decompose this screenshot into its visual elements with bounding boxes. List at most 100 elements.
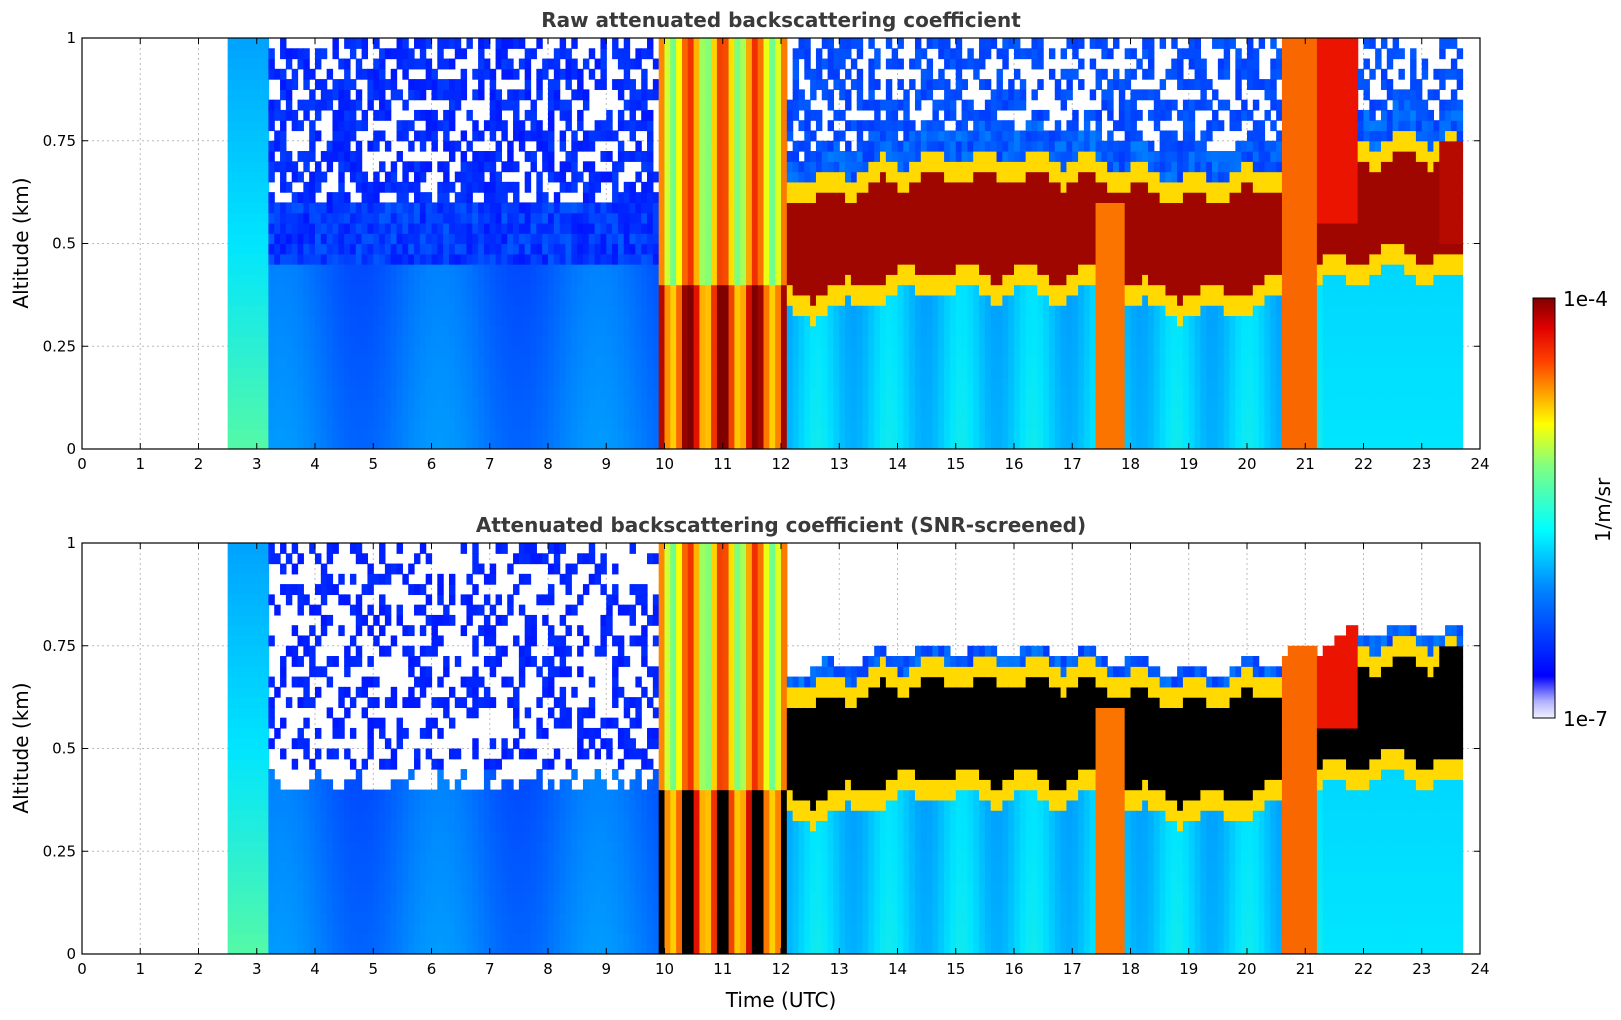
heatmap-cell [681, 233, 689, 245]
heatmap-cell [431, 418, 438, 430]
heatmap-cell [431, 79, 438, 90]
heatmap-cell [734, 243, 741, 255]
heatmap-cell [280, 120, 287, 132]
heatmap-cell [850, 366, 858, 378]
heatmap-cell [1037, 356, 1044, 368]
heatmap-cell [495, 346, 502, 358]
heatmap-cell [635, 284, 642, 296]
heatmap-cell [355, 264, 363, 275]
heatmap-cell [315, 335, 322, 347]
heatmap-cell [1025, 243, 1033, 255]
heatmap-cell [489, 202, 497, 214]
heatmap-cell [728, 346, 735, 358]
heatmap-cell [419, 89, 427, 101]
heatmap-cell [827, 151, 835, 162]
heatmap-cell [839, 356, 846, 368]
heatmap-cell [949, 99, 957, 111]
heatmap-cell [955, 161, 963, 173]
heatmap-cell [291, 171, 299, 183]
heatmap-cell [687, 38, 695, 49]
heatmap-cell [629, 356, 636, 368]
heatmap-cell [268, 264, 275, 275]
heatmap-cell [833, 202, 840, 214]
heatmap-cell [821, 233, 829, 245]
heatmap-cell [827, 356, 835, 368]
heatmap-cell [996, 130, 1003, 142]
heatmap-cell [419, 264, 427, 275]
heatmap-cell [909, 325, 916, 337]
heatmap-cell [687, 109, 695, 121]
heatmap-cell [687, 58, 695, 70]
heatmap-cell [425, 202, 433, 214]
heatmap-cell [880, 284, 887, 296]
heatmap-cell [425, 438, 433, 449]
heatmap-cell [856, 397, 864, 409]
heatmap-cell [845, 325, 852, 337]
heatmap-cell [909, 294, 916, 306]
heatmap-cell [600, 222, 607, 234]
heatmap-cell [466, 397, 473, 409]
heatmap-cell [850, 315, 858, 327]
heatmap-cell [338, 428, 345, 440]
heatmap-cell [443, 243, 450, 255]
heatmap-cell [507, 407, 514, 419]
heatmap-cell [681, 222, 689, 234]
heatmap-cell [670, 346, 677, 358]
heatmap-cell [349, 335, 357, 347]
heatmap-cell [396, 253, 403, 265]
heatmap-cell [920, 181, 928, 193]
heatmap-cell [419, 366, 427, 378]
heatmap-cell [408, 377, 415, 388]
heatmap-cell [1002, 284, 1009, 296]
heatmap-cell [507, 274, 514, 286]
heatmap-cell [548, 397, 555, 409]
heatmap-cell [495, 284, 502, 296]
heatmap-cell [1019, 140, 1027, 152]
heatmap-cell [612, 366, 619, 378]
heatmap-cell [751, 284, 759, 296]
heatmap-cell [891, 305, 899, 317]
heatmap-cell [384, 253, 392, 265]
heatmap-cell [489, 79, 497, 90]
heatmap-cell [332, 274, 339, 286]
heatmap-cell [536, 79, 543, 90]
heatmap-cell [454, 171, 462, 183]
heatmap-cell [676, 99, 683, 111]
heatmap-cell [734, 48, 741, 60]
heatmap-cell [571, 181, 578, 193]
heatmap-cell [1002, 274, 1009, 286]
heatmap-cell [437, 222, 444, 234]
heatmap-cell [635, 428, 642, 440]
heatmap-cell [431, 233, 438, 245]
heatmap-cell [705, 48, 712, 60]
heatmap-cell [262, 315, 269, 327]
heatmap-cell [670, 264, 677, 275]
heatmap-cell [542, 151, 549, 162]
heatmap-cell [1008, 212, 1015, 224]
heatmap-cell [565, 222, 572, 234]
heatmap-cell [693, 192, 701, 204]
heatmap-cell [920, 202, 928, 214]
heatmap-cell [909, 418, 916, 430]
heatmap-cell [280, 253, 287, 265]
heatmap-cell [1031, 264, 1038, 275]
heatmap-cell [681, 325, 689, 337]
heatmap-cell [524, 407, 532, 419]
heatmap-cell [810, 233, 817, 245]
heatmap-cell [443, 315, 450, 327]
heatmap-cell [664, 68, 671, 80]
heatmap-cell [722, 243, 730, 255]
heatmap-cell [833, 428, 840, 440]
heatmap-cell [274, 366, 281, 378]
heatmap-cell [297, 294, 304, 306]
heatmap-cell [233, 202, 240, 214]
heatmap-cell [553, 335, 561, 347]
heatmap-cell [740, 233, 747, 245]
heatmap-cell [932, 233, 939, 245]
heatmap-cell [979, 171, 986, 183]
heatmap-cell [483, 161, 491, 173]
heatmap-cell [711, 120, 718, 132]
heatmap-cell [262, 284, 269, 296]
heatmap-cell [245, 243, 252, 255]
heatmap-cell [239, 264, 246, 275]
